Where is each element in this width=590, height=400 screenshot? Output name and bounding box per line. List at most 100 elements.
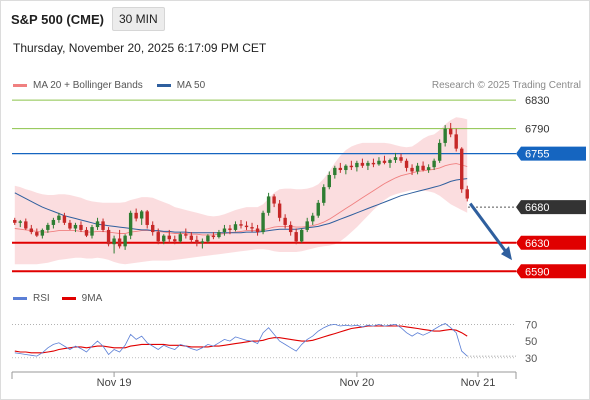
copyright-text: Research © 2025 Trading Central <box>431 80 581 91</box>
candle-body <box>277 203 282 218</box>
candle-body <box>162 235 166 242</box>
legend-item-ma50: MA 50 <box>156 80 206 91</box>
candle-body <box>454 134 458 149</box>
candle-body <box>128 212 133 236</box>
price-label-6755: 6755 <box>525 149 549 161</box>
candle-body <box>145 211 149 225</box>
candle-body <box>117 238 122 247</box>
ma50-swatch <box>156 84 171 87</box>
forecast-arrow-head <box>501 246 512 261</box>
price-tag-6590 <box>516 264 586 279</box>
candle-body <box>316 202 320 216</box>
price-tag-6630 <box>516 235 586 250</box>
candle-body <box>35 232 39 236</box>
legend-item-ma20: MA 20 + Bollinger Bands <box>13 80 143 91</box>
candle-body <box>51 219 56 225</box>
rsi-tick-label: 50 <box>525 336 537 348</box>
legend-ma50-label: MA 50 <box>176 80 206 91</box>
candle-body <box>410 167 414 172</box>
candle-body <box>206 235 210 242</box>
candle-body <box>90 227 94 236</box>
candle-body <box>228 228 232 230</box>
candle-body <box>371 162 376 165</box>
candle-body <box>184 234 188 236</box>
candle-body <box>46 224 50 230</box>
ma20-line <box>14 163 468 236</box>
candle-body <box>294 232 298 242</box>
x-tick-label: Nov 20 <box>339 377 374 389</box>
candle-body <box>437 142 442 161</box>
candle-body <box>266 196 271 213</box>
rsi-tick-label: 70 <box>525 319 537 331</box>
candle-body <box>322 187 326 203</box>
candle-body <box>29 228 34 233</box>
candle-body <box>151 224 155 233</box>
candle-body <box>95 221 100 228</box>
candle-body <box>250 227 254 229</box>
candle-body <box>443 128 447 143</box>
candle-body <box>24 221 28 229</box>
candle-body <box>311 215 315 222</box>
rsi-9ma-line <box>14 325 468 354</box>
price-label-6790: 6790 <box>525 124 549 136</box>
candle-body <box>393 157 398 161</box>
candle-body <box>244 225 249 228</box>
candle-body <box>333 167 337 176</box>
candle-body <box>272 196 276 204</box>
candle-body <box>195 239 199 243</box>
legend-ma20-label: MA 20 + Bollinger Bands <box>33 80 143 91</box>
candle-body <box>139 211 144 219</box>
price-label-6830: 6830 <box>525 95 549 107</box>
candle-body <box>377 160 381 165</box>
candle-body <box>13 219 17 223</box>
candle-body <box>460 148 464 190</box>
candle-body <box>189 235 194 240</box>
candles-group <box>13 122 469 254</box>
forecast-arrow-shaft <box>469 202 509 255</box>
candle-body <box>239 224 243 226</box>
candle-body <box>68 222 72 229</box>
rsi-swatch <box>13 297 27 300</box>
candle-body <box>344 165 348 171</box>
ma50-line <box>14 178 468 234</box>
candle-body <box>112 238 116 245</box>
candle-body <box>178 234 183 242</box>
candle-body <box>18 221 22 223</box>
candle-body <box>134 212 138 219</box>
candle-body <box>156 232 160 242</box>
timeframe-badge[interactable]: 30 MIN <box>111 7 165 31</box>
candle-body <box>173 239 177 242</box>
candle-body <box>299 229 304 242</box>
candle-body <box>222 228 227 233</box>
candle-body <box>355 162 359 168</box>
candle-body <box>57 215 61 220</box>
candle-body <box>283 217 287 225</box>
candle-body <box>84 229 89 236</box>
candle-body <box>261 212 265 233</box>
candle-body <box>255 228 260 233</box>
legend-9ma-label: 9MA <box>81 293 103 304</box>
candle-body <box>432 160 436 168</box>
candle-body <box>73 224 78 229</box>
x-tick-label: Nov 19 <box>97 377 132 389</box>
price-tag-6680 <box>516 200 586 215</box>
candle-body <box>382 160 387 163</box>
9ma-swatch <box>61 297 76 300</box>
candle-body <box>288 224 293 233</box>
candle-body <box>426 167 431 171</box>
price-label-6630: 6630 <box>525 238 549 250</box>
candle-body <box>305 221 309 230</box>
legend-rsi-label: RSI <box>33 293 50 304</box>
candle-body <box>233 224 238 230</box>
chart-header: S&P 500 (CME) 30 MIN <box>11 7 165 31</box>
candle-body <box>366 162 370 166</box>
candle-body <box>360 162 365 166</box>
x-tick-label: Nov 21 <box>461 377 496 389</box>
candle-body <box>327 175 331 188</box>
price-legend: MA 20 + Bollinger Bands MA 50 <box>13 80 219 91</box>
candle-body <box>40 229 45 236</box>
candle-body <box>62 215 67 223</box>
candle-body <box>79 224 83 230</box>
candle-body <box>404 160 409 168</box>
